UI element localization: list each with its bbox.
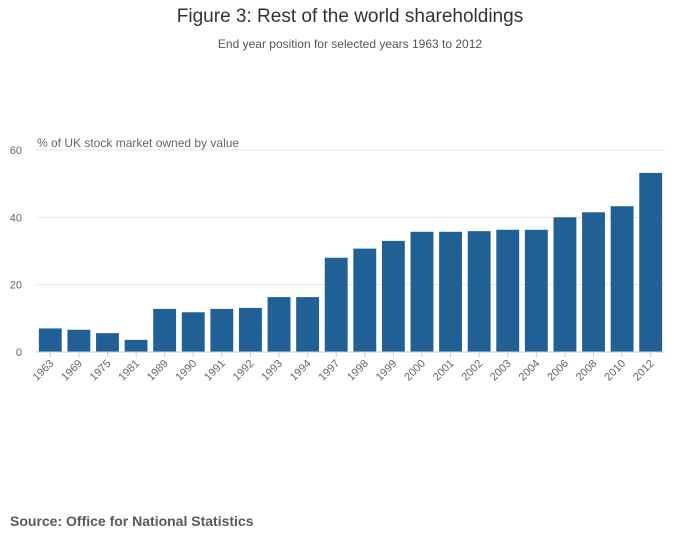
x-tick-label-1999: 1999 (374, 358, 400, 384)
bar-1999 (381, 240, 405, 352)
bars (38, 172, 663, 352)
x-tick-label-2000: 2000 (402, 358, 428, 384)
x-tick-label-2008: 2008 (574, 358, 600, 384)
x-tick-label-2003: 2003 (488, 358, 514, 384)
bar-2000 (410, 231, 434, 352)
bar-2008 (582, 212, 605, 352)
x-tick-label-1963: 1963 (31, 358, 57, 384)
bar-1990 (181, 312, 205, 352)
bar-2001 (439, 231, 462, 352)
bar-1997 (324, 257, 348, 352)
y-tick-label: 40 (10, 212, 22, 224)
x-tick-label-2010: 2010 (602, 358, 628, 384)
chart-title: Figure 3: Rest of the world shareholding… (176, 6, 524, 27)
y-tick-label: 0 (16, 347, 22, 359)
x-tick-label-1981: 1981 (116, 358, 142, 384)
x-tick-label-1997: 1997 (317, 358, 343, 384)
x-tick-label-2006: 2006 (545, 358, 571, 384)
source-note: Source: Office for National Statistics (10, 513, 254, 529)
x-tick-label-1989: 1989 (145, 358, 171, 384)
y-tick-label: 20 (10, 280, 22, 292)
chart-subtitle: End year position for selected years 196… (217, 37, 483, 51)
x-tick-label-2012: 2012 (631, 358, 657, 384)
x-tick-label-1975: 1975 (88, 358, 114, 384)
bar-2003 (496, 229, 520, 352)
x-tick-label-2001: 2001 (431, 358, 457, 384)
x-tick-label-1993: 1993 (259, 358, 285, 384)
bar-1981 (124, 339, 148, 352)
bar-2006 (553, 217, 577, 352)
x-tick-label-1969: 1969 (59, 358, 85, 384)
bar-1994 (296, 297, 320, 352)
y-axis-title: % of UK stock market owned by value (37, 136, 239, 150)
bar-2010 (610, 206, 634, 352)
bar-1963 (38, 328, 62, 352)
bar-1989 (153, 308, 177, 352)
x-tick-label-1998: 1998 (345, 358, 371, 384)
bar-2002 (467, 231, 491, 352)
bar-1993 (267, 297, 291, 352)
x-tick-label-2004: 2004 (517, 358, 543, 384)
x-tick-label-1990: 1990 (174, 358, 200, 384)
bar-1991 (210, 308, 234, 352)
bar-1975 (96, 333, 119, 352)
bar-2012 (639, 172, 663, 352)
bar-1998 (353, 248, 377, 352)
x-tick-label-1994: 1994 (288, 358, 314, 384)
x-tick-label-1992: 1992 (231, 358, 257, 384)
bar-2004 (524, 229, 548, 352)
y-tick-label: 60 (10, 145, 22, 157)
bar-1992 (239, 307, 262, 352)
x-tick-label-1991: 1991 (202, 358, 228, 384)
x-tick-label-2002: 2002 (459, 358, 485, 384)
bar-1969 (67, 329, 91, 352)
